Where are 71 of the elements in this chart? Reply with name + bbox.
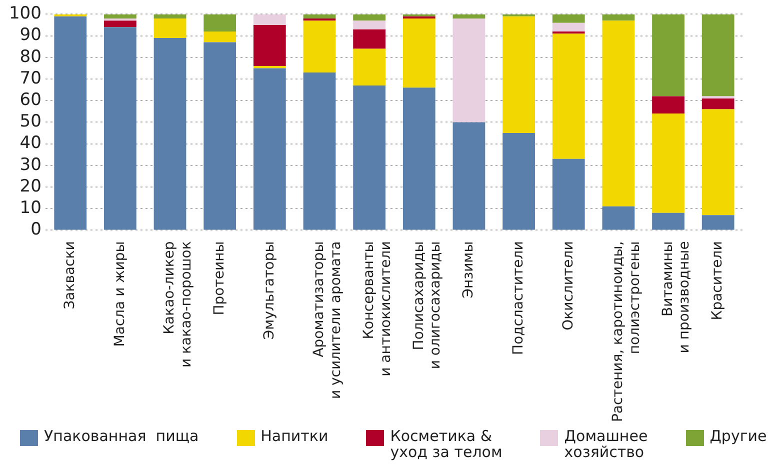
- bar: [303, 72, 336, 230]
- bar: [502, 133, 535, 230]
- x-tick-label: Масла и жиры: [112, 241, 128, 347]
- bar: [552, 158, 585, 230]
- bar: [204, 42, 236, 230]
- bar: [253, 14, 286, 25]
- bar: [602, 206, 635, 230]
- bar: [652, 96, 684, 114]
- x-tick-label: Какао-ликер и какао-порошок: [162, 241, 194, 368]
- bar: [353, 14, 386, 21]
- bar: [303, 14, 336, 19]
- y-tick-label: 90: [20, 25, 42, 46]
- bar: [602, 14, 635, 21]
- bar: [702, 215, 734, 230]
- bar: [552, 22, 585, 32]
- bar: [552, 14, 585, 23]
- y-tick-label: 0: [30, 220, 42, 240]
- bar: [204, 14, 236, 32]
- bar: [353, 48, 386, 86]
- legend-label: Домашнее хозяйство: [564, 427, 648, 461]
- y-tick-label: 50: [20, 112, 42, 132]
- legend-label: Косметика & уход за телом: [390, 427, 502, 461]
- legend-label: Напитки: [260, 427, 328, 445]
- x-tick-label: Растения, каротиноиды, полиэстрогены: [610, 241, 643, 422]
- y-tick-label: 40: [20, 133, 42, 154]
- bar: [602, 20, 635, 206]
- bar: [552, 34, 585, 159]
- bar: [204, 31, 236, 42]
- bar: [552, 31, 585, 34]
- y-tick-label: 80: [20, 46, 42, 67]
- bar: [104, 27, 136, 230]
- y-tick-label: 30: [20, 154, 42, 175]
- y-tick-label: 20: [20, 176, 42, 196]
- legend-label: Другие: [710, 427, 767, 445]
- bar: [652, 212, 684, 230]
- bar: [702, 14, 734, 96]
- bar: [353, 20, 386, 30]
- x-tick-label: Красители: [710, 241, 726, 320]
- x-tick-label: Закваски: [62, 241, 78, 310]
- y-tick-label: 60: [20, 90, 42, 110]
- bar: [702, 98, 734, 110]
- bar: [652, 14, 684, 96]
- y-tick-label: 10: [20, 198, 42, 218]
- x-tick-label: Окислители: [560, 241, 576, 330]
- bar: [402, 16, 436, 19]
- bar: [253, 68, 286, 230]
- bar: [154, 18, 186, 38]
- y-tick-label: 100: [8, 4, 42, 24]
- bar: [54, 16, 87, 230]
- bar: [402, 88, 436, 230]
- bar: [353, 29, 386, 49]
- bar: [104, 14, 136, 19]
- x-tick-label: Протеины: [211, 241, 228, 316]
- bar: [452, 14, 486, 19]
- x-tick-label: Энзимы: [460, 241, 477, 298]
- bar: [402, 18, 436, 88]
- bar: [104, 20, 136, 28]
- bar: [154, 38, 186, 230]
- bar: [154, 14, 186, 19]
- bar: [353, 85, 386, 230]
- y-tick-label: 70: [20, 68, 42, 88]
- bar: [452, 18, 486, 122]
- x-tick-label: Эмульгаторы: [261, 241, 278, 340]
- bar: [702, 109, 734, 216]
- bar: [303, 20, 336, 73]
- x-tick-label: Подсластители: [510, 241, 526, 355]
- bar: [502, 16, 535, 133]
- bar: [652, 114, 684, 213]
- legend-label: Упакованная пища: [44, 427, 199, 445]
- bar: [452, 122, 486, 230]
- bar: [253, 25, 286, 66]
